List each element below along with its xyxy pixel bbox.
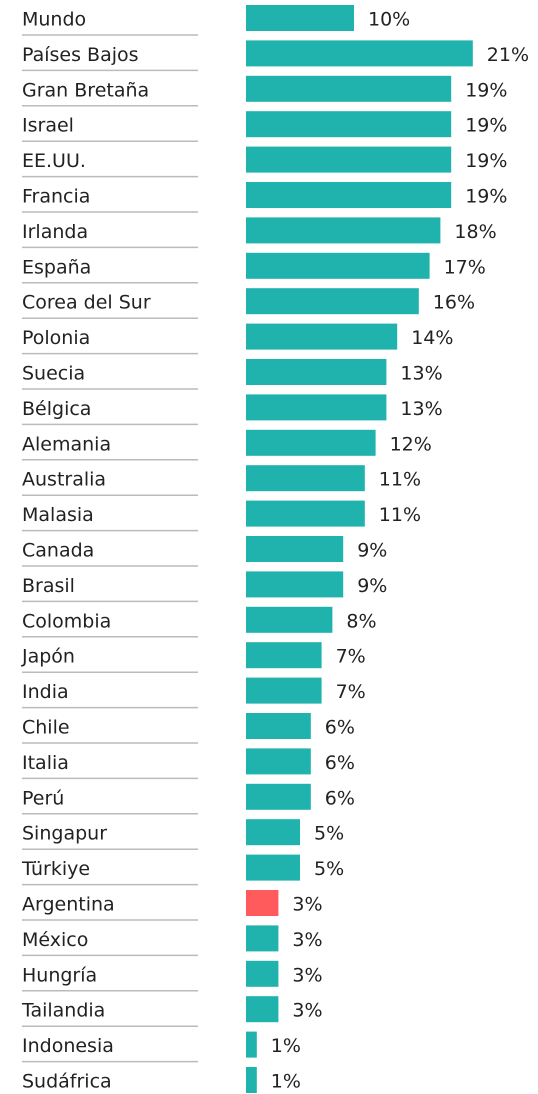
bar bbox=[246, 75, 452, 102]
value-label: 11% bbox=[379, 504, 421, 526]
value-label: 6% bbox=[325, 717, 355, 739]
value-label: 13% bbox=[400, 363, 442, 385]
category-label: Canada bbox=[22, 540, 94, 562]
bar bbox=[246, 925, 279, 952]
category-label: Suecia bbox=[22, 363, 85, 385]
category-label: Mundo bbox=[22, 9, 86, 31]
value-label: 14% bbox=[411, 327, 453, 349]
category-label: Colombia bbox=[22, 610, 111, 632]
value-label: 3% bbox=[292, 929, 322, 951]
category-label: Brasil bbox=[22, 575, 75, 597]
bar bbox=[246, 217, 441, 244]
bar bbox=[246, 571, 344, 598]
value-label: 12% bbox=[390, 433, 432, 455]
bar bbox=[246, 1031, 257, 1058]
value-label: 21% bbox=[487, 44, 529, 66]
value-label: 7% bbox=[336, 646, 366, 668]
category-label: India bbox=[22, 681, 69, 703]
value-label: 3% bbox=[292, 964, 322, 986]
value-label: 6% bbox=[325, 787, 355, 809]
category-label: EE.UU. bbox=[22, 150, 86, 172]
value-label: 3% bbox=[292, 894, 322, 916]
bar bbox=[246, 359, 387, 385]
category-label: Malasia bbox=[22, 504, 94, 526]
category-label: Singapur bbox=[22, 823, 107, 845]
bar bbox=[246, 713, 311, 739]
category-label: Indonesia bbox=[22, 1035, 114, 1057]
category-label: España bbox=[22, 256, 91, 278]
bar bbox=[246, 182, 452, 208]
bar bbox=[246, 288, 419, 315]
bar bbox=[246, 996, 279, 1023]
value-label: 9% bbox=[357, 540, 387, 562]
bar bbox=[246, 40, 473, 67]
bar bbox=[246, 252, 430, 279]
bar bbox=[246, 429, 376, 456]
bar bbox=[246, 5, 354, 31]
category-label: Türkiye bbox=[21, 858, 90, 880]
category-label: Países Bajos bbox=[22, 44, 139, 66]
category-label: Corea del Sur bbox=[22, 292, 151, 314]
value-label: 16% bbox=[433, 292, 475, 314]
bar bbox=[246, 606, 333, 633]
category-label: Alemania bbox=[22, 433, 111, 455]
value-label: 3% bbox=[292, 1000, 322, 1022]
value-label: 19% bbox=[465, 150, 507, 172]
value-label: 7% bbox=[336, 681, 366, 703]
category-label: Polonia bbox=[22, 327, 90, 349]
value-label: 5% bbox=[314, 823, 344, 845]
bar bbox=[246, 783, 311, 810]
category-label: Hungría bbox=[22, 964, 97, 986]
category-label: Australia bbox=[22, 469, 106, 491]
bar bbox=[246, 854, 300, 881]
category-label: Chile bbox=[22, 717, 70, 739]
category-label: Perú bbox=[22, 787, 64, 809]
value-label: 19% bbox=[465, 115, 507, 137]
category-label: Irlanda bbox=[22, 221, 88, 243]
bar bbox=[246, 677, 322, 704]
value-label: 11% bbox=[379, 469, 421, 491]
category-label: Sudáfrica bbox=[22, 1071, 112, 1093]
bar bbox=[246, 500, 365, 527]
category-label: Bélgica bbox=[22, 398, 91, 420]
bar bbox=[246, 323, 398, 350]
value-label: 9% bbox=[357, 575, 387, 597]
category-label: Japón bbox=[21, 646, 75, 668]
category-label: México bbox=[22, 929, 88, 951]
category-label: Gran Bretaña bbox=[22, 79, 149, 101]
bar bbox=[246, 960, 279, 987]
value-label: 1% bbox=[271, 1071, 301, 1093]
bar bbox=[246, 642, 322, 669]
value-label: 19% bbox=[465, 79, 507, 101]
value-label: 17% bbox=[444, 256, 486, 278]
value-label: 19% bbox=[465, 186, 507, 208]
bar bbox=[246, 111, 452, 138]
value-label: 6% bbox=[325, 752, 355, 774]
bar bbox=[246, 890, 279, 916]
category-label: Israel bbox=[22, 115, 74, 137]
value-label: 1% bbox=[271, 1035, 301, 1057]
value-label: 5% bbox=[314, 858, 344, 880]
value-label: 8% bbox=[346, 610, 376, 632]
category-label: Tailandia bbox=[21, 1000, 105, 1022]
value-label: 18% bbox=[454, 221, 496, 243]
value-label: 13% bbox=[400, 398, 442, 420]
bar bbox=[246, 819, 300, 846]
bar bbox=[246, 748, 311, 775]
bar bbox=[246, 146, 452, 173]
bar bbox=[246, 465, 365, 492]
category-label: Argentina bbox=[22, 894, 115, 916]
bar bbox=[246, 536, 344, 562]
category-label: Italia bbox=[22, 752, 69, 774]
bar bbox=[246, 1067, 257, 1093]
value-label: 10% bbox=[368, 9, 410, 31]
category-label: Francia bbox=[22, 186, 90, 208]
bar bbox=[246, 394, 387, 421]
